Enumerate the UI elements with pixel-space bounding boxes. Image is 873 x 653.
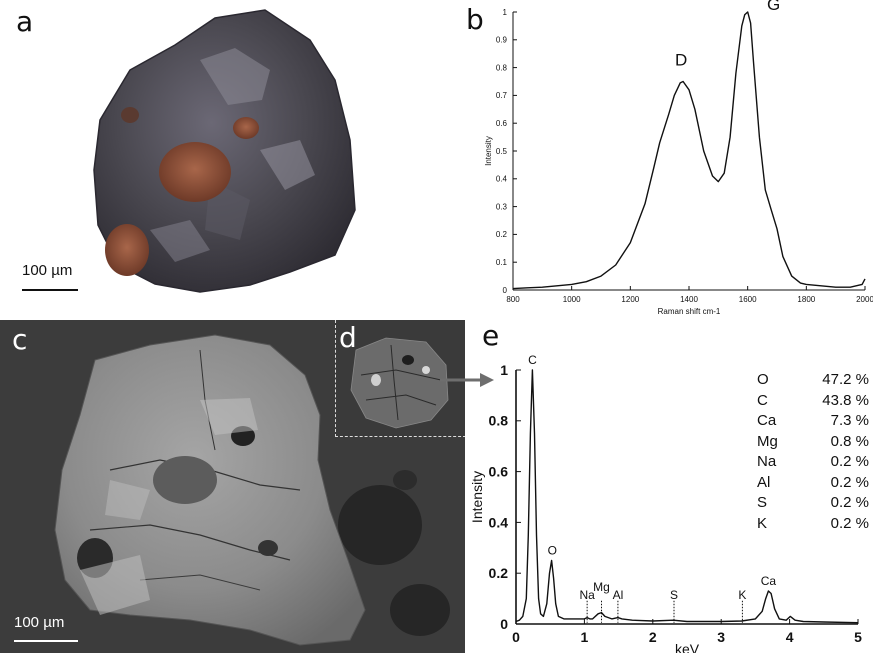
composition-value: 0.2 % (830, 514, 869, 532)
x-tick-label: 800 (506, 295, 520, 304)
composition-row: O 47.2 % (757, 370, 869, 391)
eds-chart: 0 1 2 3 4 500.20.40.60.81keVIntensityCONaMgAl… (470, 353, 862, 653)
composition-row: Al 0.2 % (757, 473, 869, 494)
peak-label: C (528, 353, 537, 367)
y-tick-label: 0.6 (489, 464, 509, 480)
composition-element: O (757, 371, 769, 388)
y-tick-label: 1 (500, 362, 508, 378)
sem-inset-image (350, 337, 449, 429)
y-tick-label: 0 (500, 616, 508, 632)
y-tick-label: 0 (503, 286, 508, 295)
composition-value: 0.2 % (830, 453, 869, 470)
x-tick-label: 2000 (856, 295, 873, 304)
series-line (515, 369, 859, 624)
series-line (512, 11, 866, 290)
composition-row: Na 0.2 % (757, 452, 869, 473)
x-axis-label: keV (675, 641, 700, 653)
scale-bar-c: 100 µm (14, 614, 78, 642)
peak-label: Ca (761, 574, 777, 588)
y-tick-label: 0.5 (496, 147, 508, 156)
grain-photo (93, 9, 356, 293)
scale-bar-a-label: 100 µm (22, 262, 73, 279)
x-tick-label: 1600 (739, 295, 757, 304)
x-tick-label: 1 (581, 629, 589, 645)
y-axis-label: Intensity (484, 136, 493, 166)
panel-letter-d: d (339, 321, 357, 354)
peak-label: D (675, 51, 687, 70)
y-tick-label: 1 (503, 8, 508, 17)
composition-value: 0.2 % (830, 494, 869, 511)
y-tick-label: 0.7 (496, 91, 508, 100)
scale-bar-c-line (14, 640, 78, 642)
composition-value: 47.2 % (822, 371, 869, 388)
composition-value: 7.3 % (830, 412, 869, 429)
peak-label: Na (579, 588, 595, 602)
y-tick-label: 0.1 (496, 258, 508, 267)
composition-value: 43.8 % (822, 391, 869, 409)
y-tick-label: 0.6 (496, 119, 508, 128)
y-tick-label: 0.4 (496, 175, 508, 184)
x-tick-label: 1400 (680, 295, 698, 304)
peak-label: S (670, 588, 678, 602)
peak-label: Al (613, 588, 624, 602)
x-tick-label: 1200 (621, 295, 639, 304)
x-tick-label: 5 (854, 629, 862, 645)
y-tick-label: 0.4 (489, 514, 509, 530)
y-tick-label: 0.8 (496, 63, 508, 72)
raman-chart: 800 1000 1200 1400 1600 1800 2000 0 0.1 0.2 0.3 0.4… (484, 0, 873, 316)
composition-element: Al (757, 473, 771, 491)
y-tick-label: 0.2 (489, 565, 509, 581)
peak-label: Mg (593, 580, 610, 594)
y-tick-label: 0.3 (496, 202, 508, 211)
y-tick-label: 0.8 (489, 413, 509, 429)
peak-label: K (738, 588, 746, 602)
composition-row: K 0.2 % (757, 514, 869, 535)
x-axis-label: Raman shift cm-1 (658, 307, 721, 316)
composition-row: S 0.2 % (757, 493, 869, 514)
x-tick-label: 2 (649, 629, 657, 645)
arrow-icon (440, 373, 494, 387)
x-tick-label: 0 (512, 629, 520, 645)
composition-value: 0.8 % (830, 432, 869, 450)
sem-image (54, 334, 450, 646)
panel-a: a 100 µm (0, 0, 460, 310)
composition-element: C (757, 391, 768, 409)
composition-element: K (757, 514, 768, 532)
composition-element: Ca (757, 412, 777, 429)
composition-table: O 47.2 % C 43.8 % Ca 7.3 % Mg 0.8 % Na 0.2 % … (757, 370, 869, 534)
panel-letter-b: b (466, 3, 484, 36)
x-tick-label: 1800 (797, 295, 815, 304)
peak-label: G (767, 0, 780, 14)
panel-letter-e: e (482, 319, 500, 352)
x-tick-label: 3 (717, 629, 725, 645)
scale-bar-c-label: 100 µm (14, 614, 65, 631)
y-tick-label: 0.9 (496, 36, 508, 45)
panel-letter-c: c (12, 323, 28, 356)
composition-row: Mg 0.8 % (757, 432, 869, 453)
panel-d: d (335, 320, 465, 437)
scale-bar-a: 100 µm (22, 262, 78, 291)
panel-letter-a: a (16, 5, 34, 38)
composition-row: C 43.8 % (757, 391, 869, 412)
panel-c: c 100 µm d (0, 320, 465, 653)
x-tick-label: 4 (786, 629, 794, 645)
composition-element: Mg (757, 432, 778, 450)
composition-row: Ca 7.3 % (757, 411, 869, 432)
y-tick-label: 0.2 (496, 230, 508, 239)
composition-element: S (757, 494, 768, 511)
composition-value: 0.2 % (830, 473, 869, 491)
peak-label: O (548, 544, 557, 558)
scale-bar-a-line (22, 289, 78, 291)
composition-element: Na (757, 453, 777, 470)
x-tick-label: 1000 (563, 295, 581, 304)
y-axis-label: Intensity (470, 471, 485, 523)
